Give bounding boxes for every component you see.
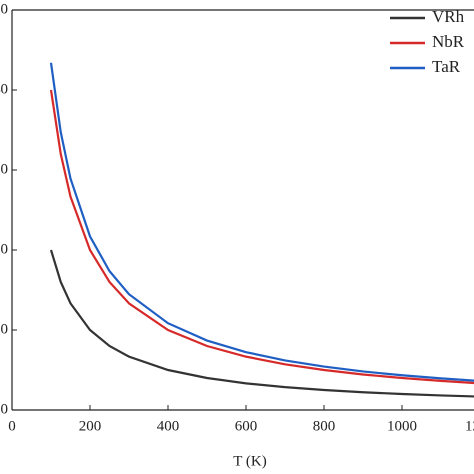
x-tick-label: 800: [313, 418, 336, 434]
y-tick-label: 40: [0, 81, 8, 97]
legend-label: VRh: [432, 7, 465, 26]
y-tick-label: 0: [1, 401, 9, 417]
x-tick-label: 400: [157, 418, 180, 434]
x-axis-label: T (K): [233, 453, 266, 469]
line: [49, 89, 474, 385]
line: [49, 62, 474, 382]
y-tick-label: 20: [0, 241, 8, 257]
x-tick-label: 200: [79, 418, 102, 434]
y-tick-label: 10: [0, 321, 8, 337]
x-tick-label: 600: [235, 418, 258, 434]
x-tick-label: 0: [8, 418, 16, 434]
legend-label: TaR: [432, 57, 461, 76]
x-tick-label: 1200: [465, 418, 474, 434]
y-tick-label: 50: [0, 1, 8, 17]
x-tick-label: 1000: [387, 418, 417, 434]
y-tick-label: 30: [0, 161, 8, 177]
legend-label: NbR: [432, 32, 465, 51]
line: [49, 249, 474, 398]
